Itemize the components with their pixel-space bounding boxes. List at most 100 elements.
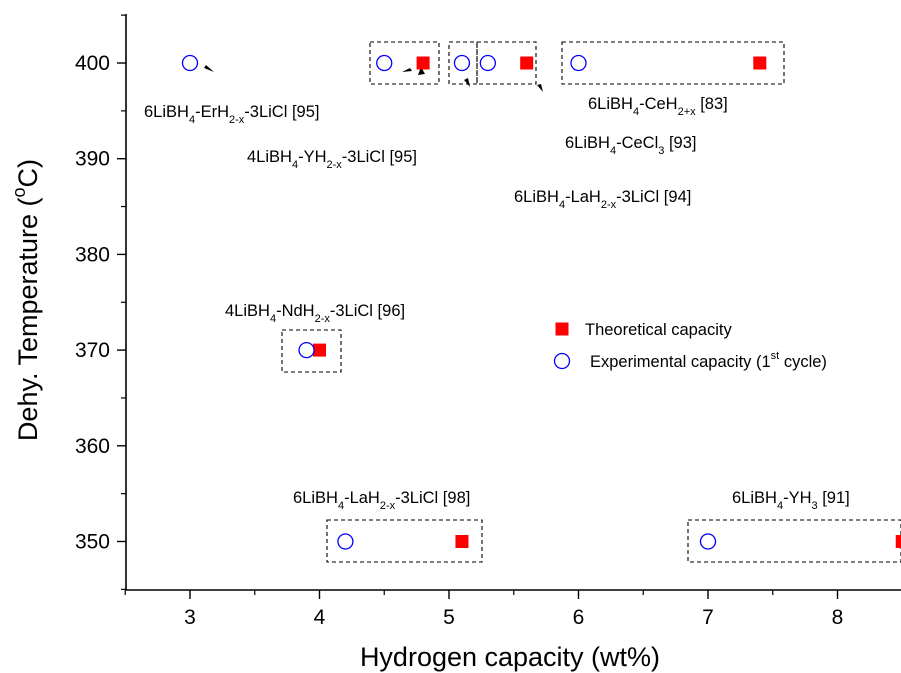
- experimental-capacity-point: [376, 54, 393, 72]
- annotation-text: 6LiBH: [293, 489, 338, 507]
- x-tick-label: 3: [184, 606, 196, 629]
- y-tick-label: 350: [75, 531, 110, 554]
- annotation-ndh: 4LiBH4-NdH2-x-3LiCl [96]: [225, 302, 405, 325]
- annotations: 6LiBH4-ErH2-x-3LiCl [95]4LiBH4-YH2-x-3Li…: [144, 95, 850, 512]
- annotation-subscript: st: [771, 350, 780, 362]
- y-tick-label: 380: [75, 243, 110, 266]
- annotation-text: -LaH: [565, 188, 601, 206]
- annotation-subscript: 2-x: [601, 199, 617, 211]
- annotation-yh2: 4LiBH4-YH2-x-3LiCl [95]: [247, 148, 417, 171]
- annotation-lah98: 6LiBH4-LaH2-x-3LiCl [98]: [293, 489, 470, 512]
- x-axis-title: Hydrogen capacity (wt%): [360, 642, 660, 672]
- annotation-text: Experimental capacity (1: [590, 353, 771, 371]
- axis-ticks: 3 4 5 6 7 8 350 360 370 380 390 400: [75, 14, 844, 629]
- annotation-text: 6LiBH: [144, 103, 189, 121]
- leader-arrow: [402, 68, 412, 72]
- annotation-text: -3LiCl [98]: [395, 489, 470, 507]
- annotation-text: 6LiBH: [588, 95, 633, 113]
- y-axis-title-superscript: o: [9, 187, 29, 197]
- group-box: [561, 41, 785, 85]
- x-tick-label: 4: [314, 606, 326, 629]
- theoretical-capacity-point: [313, 343, 326, 357]
- experimental-capacity-point: [453, 54, 471, 72]
- annotation-subscript: 4: [292, 159, 298, 171]
- annotation-text: [91]: [818, 489, 850, 507]
- annotation-subscript: 4: [610, 145, 616, 157]
- annotation-erh: 6LiBH4-ErH2-x-3LiCl [95]: [144, 103, 319, 126]
- annotation-subscript: 2-x: [315, 313, 331, 325]
- theoretical-capacity-point: [455, 535, 469, 548]
- group-box: [476, 41, 537, 85]
- data-marks: [181, 54, 901, 550]
- legend-experimental-marker: [553, 352, 571, 370]
- annotation-text: -3LiCl [94]: [616, 188, 691, 206]
- experimental-capacity-point: [479, 54, 497, 72]
- annotation-text: -CeH: [639, 95, 678, 113]
- x-tick-label: 6: [573, 606, 585, 629]
- experimental-capacity-point: [699, 533, 717, 550]
- annotation-text: -YH: [783, 489, 811, 507]
- legend-theoretical-marker: [555, 322, 569, 336]
- annotation-subscript: 3: [812, 500, 818, 512]
- annotation-text: -CeCl: [616, 134, 658, 152]
- y-axis-title-prefix: Dehy. Temperature (: [13, 197, 43, 441]
- annotation-text: 4LiBH: [247, 148, 292, 166]
- group-box: [326, 519, 483, 563]
- annotation-text: -ErH: [195, 103, 229, 121]
- annotation-subscript: 4: [559, 199, 565, 211]
- y-axis-title: Dehy. Temperature (oC): [9, 159, 43, 441]
- experimental-capacity-point: [298, 341, 315, 359]
- annotation-subscript: 2-x: [380, 500, 396, 512]
- legend-experimental-label: Experimental capacity (1st cycle): [590, 350, 827, 371]
- annotation-subscript: 2+x: [678, 106, 697, 118]
- leader-arrow: [464, 78, 470, 87]
- theoretical-capacity-point: [520, 56, 534, 70]
- y-tick-label: 370: [75, 339, 110, 362]
- leader-arrow: [537, 84, 543, 92]
- annotation-lah94: 6LiBH4-LaH2-x-3LiCl [94]: [514, 188, 691, 211]
- experimental-capacity-point: [337, 533, 354, 550]
- x-tick-label: 8: [832, 606, 844, 629]
- annotation-text: -LaH: [344, 489, 380, 507]
- x-tick-label: 5: [443, 606, 455, 629]
- annotation-subscript: 3: [658, 145, 664, 157]
- annotation-text: 6LiBH: [732, 489, 777, 507]
- theoretical-capacity-point: [895, 535, 901, 548]
- y-axis-title-suffix: C): [13, 159, 43, 188]
- annotation-text: cycle): [779, 353, 827, 371]
- annotation-text: 6LiBH: [514, 188, 559, 206]
- annotation-text: 4LiBH: [225, 302, 270, 320]
- annotation-text: [93]: [664, 134, 696, 152]
- annotation-text: -3LiCl [96]: [330, 302, 405, 320]
- annotation-subscript: 4: [777, 500, 783, 512]
- theoretical-capacity-point: [753, 56, 767, 70]
- annotation-subscript: 2-x: [229, 114, 245, 126]
- annotation-text: -NdH: [276, 302, 315, 320]
- annotation-text: 6LiBH: [565, 134, 610, 152]
- annotation-text: -YH: [298, 148, 326, 166]
- y-tick-label: 360: [75, 435, 110, 458]
- group-boxes: [281, 41, 901, 563]
- annotation-subscript: 4: [270, 313, 276, 325]
- annotation-subscript: 4: [338, 500, 344, 512]
- y-tick-label: 390: [75, 148, 110, 171]
- annotation-text: Theoretical capacity: [585, 321, 732, 339]
- leader-arrow: [418, 67, 425, 75]
- annotation-subscript: 2-x: [327, 159, 343, 171]
- y-tick-label: 400: [75, 52, 110, 75]
- annotation-subscript: 4: [633, 106, 639, 118]
- experimental-capacity-point: [181, 54, 199, 72]
- group-box: [281, 329, 342, 373]
- annotation-cecl: 6LiBH4-CeCl3 [93]: [565, 134, 696, 157]
- theoretical-capacity-point: [416, 56, 430, 70]
- leader-arrow: [204, 65, 214, 72]
- experimental-capacity-point: [570, 54, 587, 72]
- annotation-ceh: 6LiBH4-CeH2+x [83]: [588, 95, 728, 118]
- annotation-text: [83]: [696, 95, 728, 113]
- group-box: [687, 519, 901, 563]
- annotation-text: -3LiCl [95]: [244, 103, 319, 121]
- legend-theoretical-label: Theoretical capacity: [585, 321, 732, 339]
- x-tick-label: 7: [702, 606, 714, 629]
- annotation-subscript: 4: [189, 114, 195, 126]
